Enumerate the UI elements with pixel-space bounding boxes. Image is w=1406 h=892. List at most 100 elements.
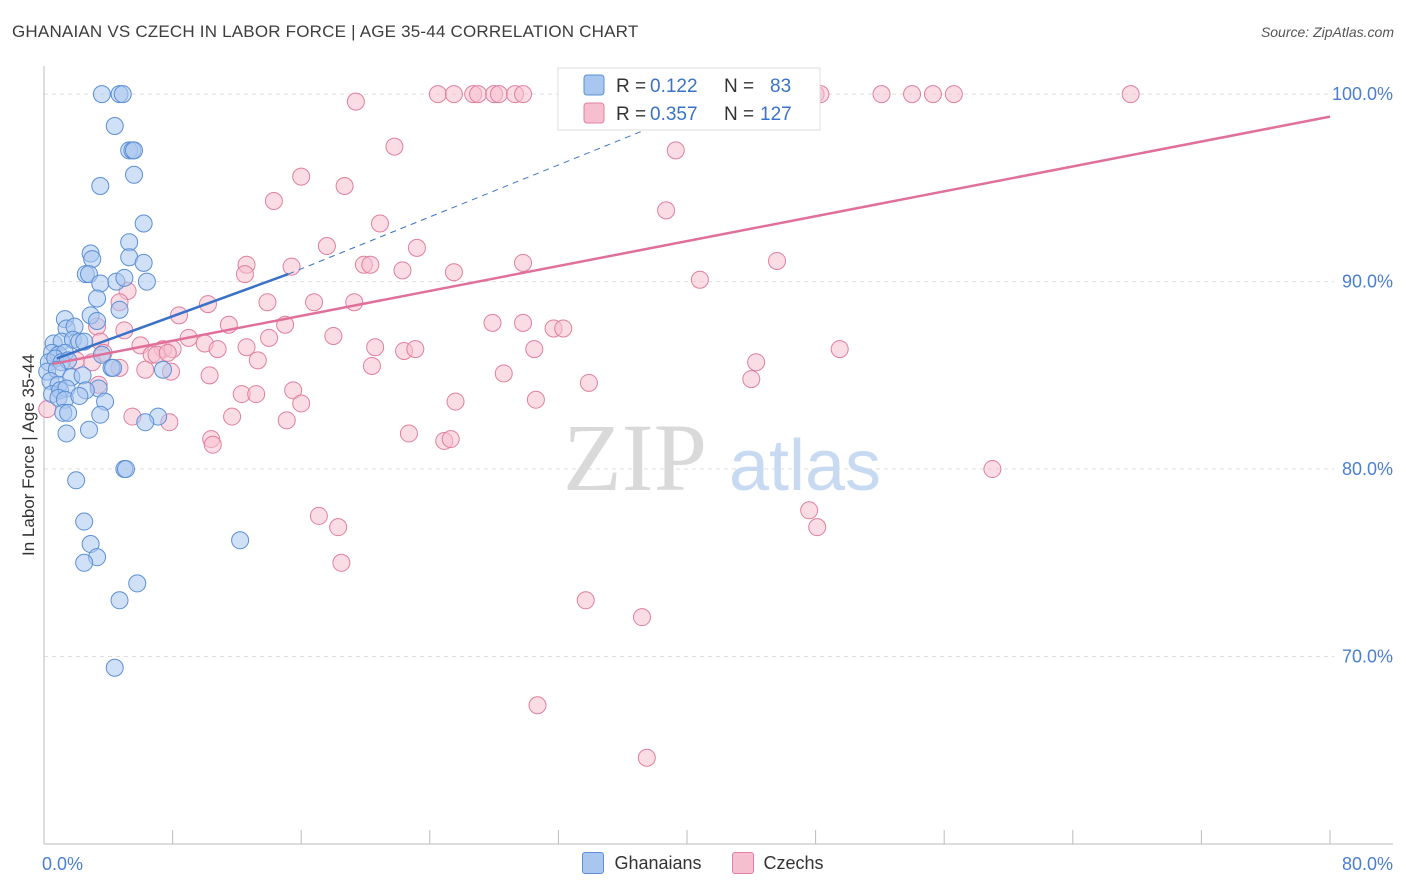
- czechs-point-109: [800, 501, 819, 520]
- czechs-point-49: [258, 293, 277, 312]
- czechs-point-86: [136, 360, 155, 379]
- czechs-point-56: [554, 319, 573, 338]
- czechs-point-108: [983, 460, 1002, 479]
- ghanaians-point-67: [116, 460, 135, 479]
- ghanaians-point-20: [137, 272, 156, 291]
- ghanaians-point-65: [80, 420, 99, 439]
- ghanaians-point-75: [110, 591, 129, 610]
- stats-legend: R = 0.122 N = 83 R = 0.357 N = 127: [557, 67, 821, 131]
- ghanaians-point-9: [134, 214, 153, 233]
- czechs-point-102: [277, 411, 296, 430]
- czechs-point-111: [329, 518, 348, 537]
- czechs-point-77: [406, 340, 425, 359]
- bottom-legend-label-czechs: Czechs: [763, 852, 824, 873]
- ghanaians-points: [38, 85, 250, 677]
- czechs-point-74: [208, 340, 227, 359]
- trend-lines: [51, 115, 1331, 366]
- ghanaians-point-74: [128, 574, 147, 593]
- czechs-point-53: [483, 313, 502, 332]
- czechs-point-5: [489, 85, 508, 104]
- legend-n-value-czechs: 127: [760, 104, 792, 125]
- axes: [43, 66, 1393, 845]
- ghanaians-point-49: [73, 366, 92, 385]
- czechs-point-95: [247, 385, 266, 404]
- czechs-point-33: [370, 214, 389, 233]
- czechs-point-25: [1121, 85, 1140, 104]
- czechs-point-54: [514, 313, 533, 332]
- czechs-point-75: [366, 338, 385, 357]
- czechs-point-84: [747, 353, 766, 372]
- czechs-point-28: [666, 141, 685, 160]
- ghanaians-point-68: [67, 471, 86, 490]
- ghanaians-point-19: [115, 268, 134, 287]
- czechs-point-93: [284, 381, 303, 400]
- y-tick-label-1: 80.0%: [1342, 459, 1393, 479]
- legend-n-label-ghanaians: N =: [724, 76, 754, 97]
- bottom-legend-ghanaians: Ghanaians: [582, 852, 702, 874]
- legend-n-label-czechs: N =: [724, 104, 754, 125]
- czechs-trend-line: [51, 115, 1331, 366]
- czechs-point-73: [158, 343, 177, 362]
- czechs-point-23: [923, 85, 942, 104]
- czechs-point-22: [903, 85, 922, 104]
- ghanaians-point-63: [136, 413, 155, 432]
- ghanaians-point-21: [88, 289, 107, 308]
- czechs-point-113: [332, 553, 351, 572]
- ghanaians-point-61: [91, 405, 110, 424]
- czechs-point-107: [203, 435, 222, 454]
- bottom-legend-swatch-czechs: [731, 852, 754, 874]
- y-axis-label: In Labor Force | Age 35-44: [19, 354, 38, 556]
- ghanaians-point-0: [92, 85, 111, 104]
- czechs-point-98: [526, 390, 545, 409]
- czechs-point-61: [324, 326, 343, 345]
- watermark-atlas: atlas: [729, 426, 881, 506]
- czechs-point-44: [235, 265, 254, 284]
- czechs-point-101: [223, 407, 242, 426]
- source-credit: Source: ZipAtlas.com: [1260, 24, 1394, 40]
- czechs-point-30: [335, 176, 354, 195]
- czechs-point-51: [345, 293, 364, 312]
- watermark: ZIP atlas: [563, 404, 881, 511]
- czechs-point-31: [264, 191, 283, 210]
- y-tick-label-0: 70.0%: [1342, 647, 1393, 667]
- bottom-legend-label-ghanaians: Ghanaians: [614, 852, 702, 873]
- czechs-point-116: [528, 696, 547, 715]
- ghanaians-point-73: [231, 531, 250, 550]
- czechs-point-110: [309, 506, 328, 525]
- czechs-point-26: [346, 92, 365, 111]
- czechs-point-82: [248, 351, 267, 370]
- ghanaians-point-3: [105, 116, 124, 135]
- czechs-point-79: [830, 340, 849, 359]
- y-tick-label-3: 100.0%: [1332, 84, 1393, 104]
- czechs-point-96: [292, 394, 311, 413]
- ghanaians-point-45: [153, 360, 172, 379]
- czechs-point-41: [444, 263, 463, 282]
- chart-title: GHANAIAN VS CZECH IN LABOR FORCE | AGE 3…: [12, 22, 639, 41]
- czechs-point-27: [385, 137, 404, 156]
- czechs-point-35: [407, 238, 426, 257]
- czechs-point-91: [579, 373, 598, 392]
- ghanaians-trend-dashed: [288, 125, 656, 275]
- czechs-point-78: [525, 340, 544, 359]
- czechs-point-1: [444, 85, 463, 104]
- czechs-point-112: [808, 518, 827, 537]
- czechs-point-67: [237, 338, 256, 357]
- czechs-point-63: [260, 328, 279, 347]
- ghanaians-point-17: [91, 274, 110, 293]
- ghanaians-point-69: [75, 512, 94, 531]
- czechs-point-43: [768, 251, 787, 270]
- czechs-point-88: [494, 364, 513, 383]
- czechs-point-103: [399, 424, 418, 443]
- legend-r-value-czechs: 0.357: [650, 104, 698, 125]
- czechs-point-29: [292, 167, 311, 186]
- ghanaians-point-72: [75, 553, 94, 572]
- czechs-point-92: [742, 370, 761, 389]
- czechs-point-106: [441, 430, 460, 449]
- czechs-point-50: [305, 293, 324, 312]
- czechs-point-34: [317, 236, 336, 255]
- ghanaians-point-14: [134, 253, 153, 272]
- czechs-point-40: [393, 261, 412, 280]
- ghanaians-point-7: [125, 165, 144, 184]
- czechs-point-114: [576, 591, 595, 610]
